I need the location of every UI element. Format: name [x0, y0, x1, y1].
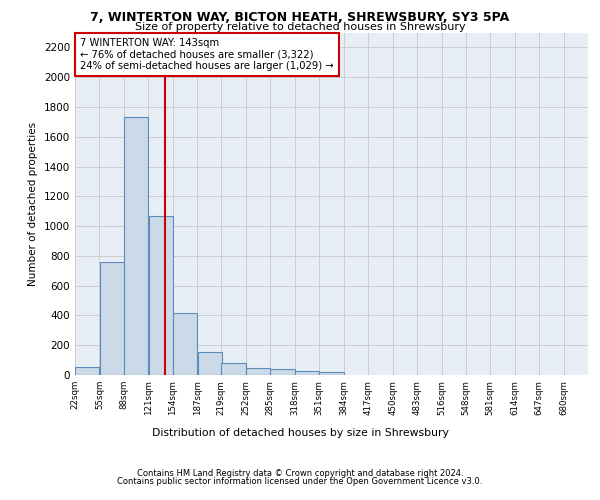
Text: Distribution of detached houses by size in Shrewsbury: Distribution of detached houses by size …: [152, 428, 448, 438]
Text: Contains public sector information licensed under the Open Government Licence v3: Contains public sector information licen…: [118, 477, 482, 486]
Text: 7, WINTERTON WAY, BICTON HEATH, SHREWSBURY, SY3 5PA: 7, WINTERTON WAY, BICTON HEATH, SHREWSBU…: [91, 11, 509, 24]
Y-axis label: Number of detached properties: Number of detached properties: [28, 122, 38, 286]
Bar: [319, 372, 344, 375]
Bar: [295, 370, 319, 375]
Bar: [197, 352, 222, 375]
Text: Contains HM Land Registry data © Crown copyright and database right 2024.: Contains HM Land Registry data © Crown c…: [137, 468, 463, 477]
Bar: [149, 216, 173, 375]
Bar: [100, 262, 124, 375]
Bar: [221, 363, 245, 375]
Text: Size of property relative to detached houses in Shrewsbury: Size of property relative to detached ho…: [134, 22, 466, 32]
Bar: [173, 313, 197, 375]
Bar: [75, 367, 100, 375]
Bar: [124, 118, 148, 375]
Bar: [271, 368, 295, 375]
Bar: [246, 368, 270, 375]
Text: 7 WINTERTON WAY: 143sqm
← 76% of detached houses are smaller (3,322)
24% of semi: 7 WINTERTON WAY: 143sqm ← 76% of detache…: [80, 38, 334, 71]
